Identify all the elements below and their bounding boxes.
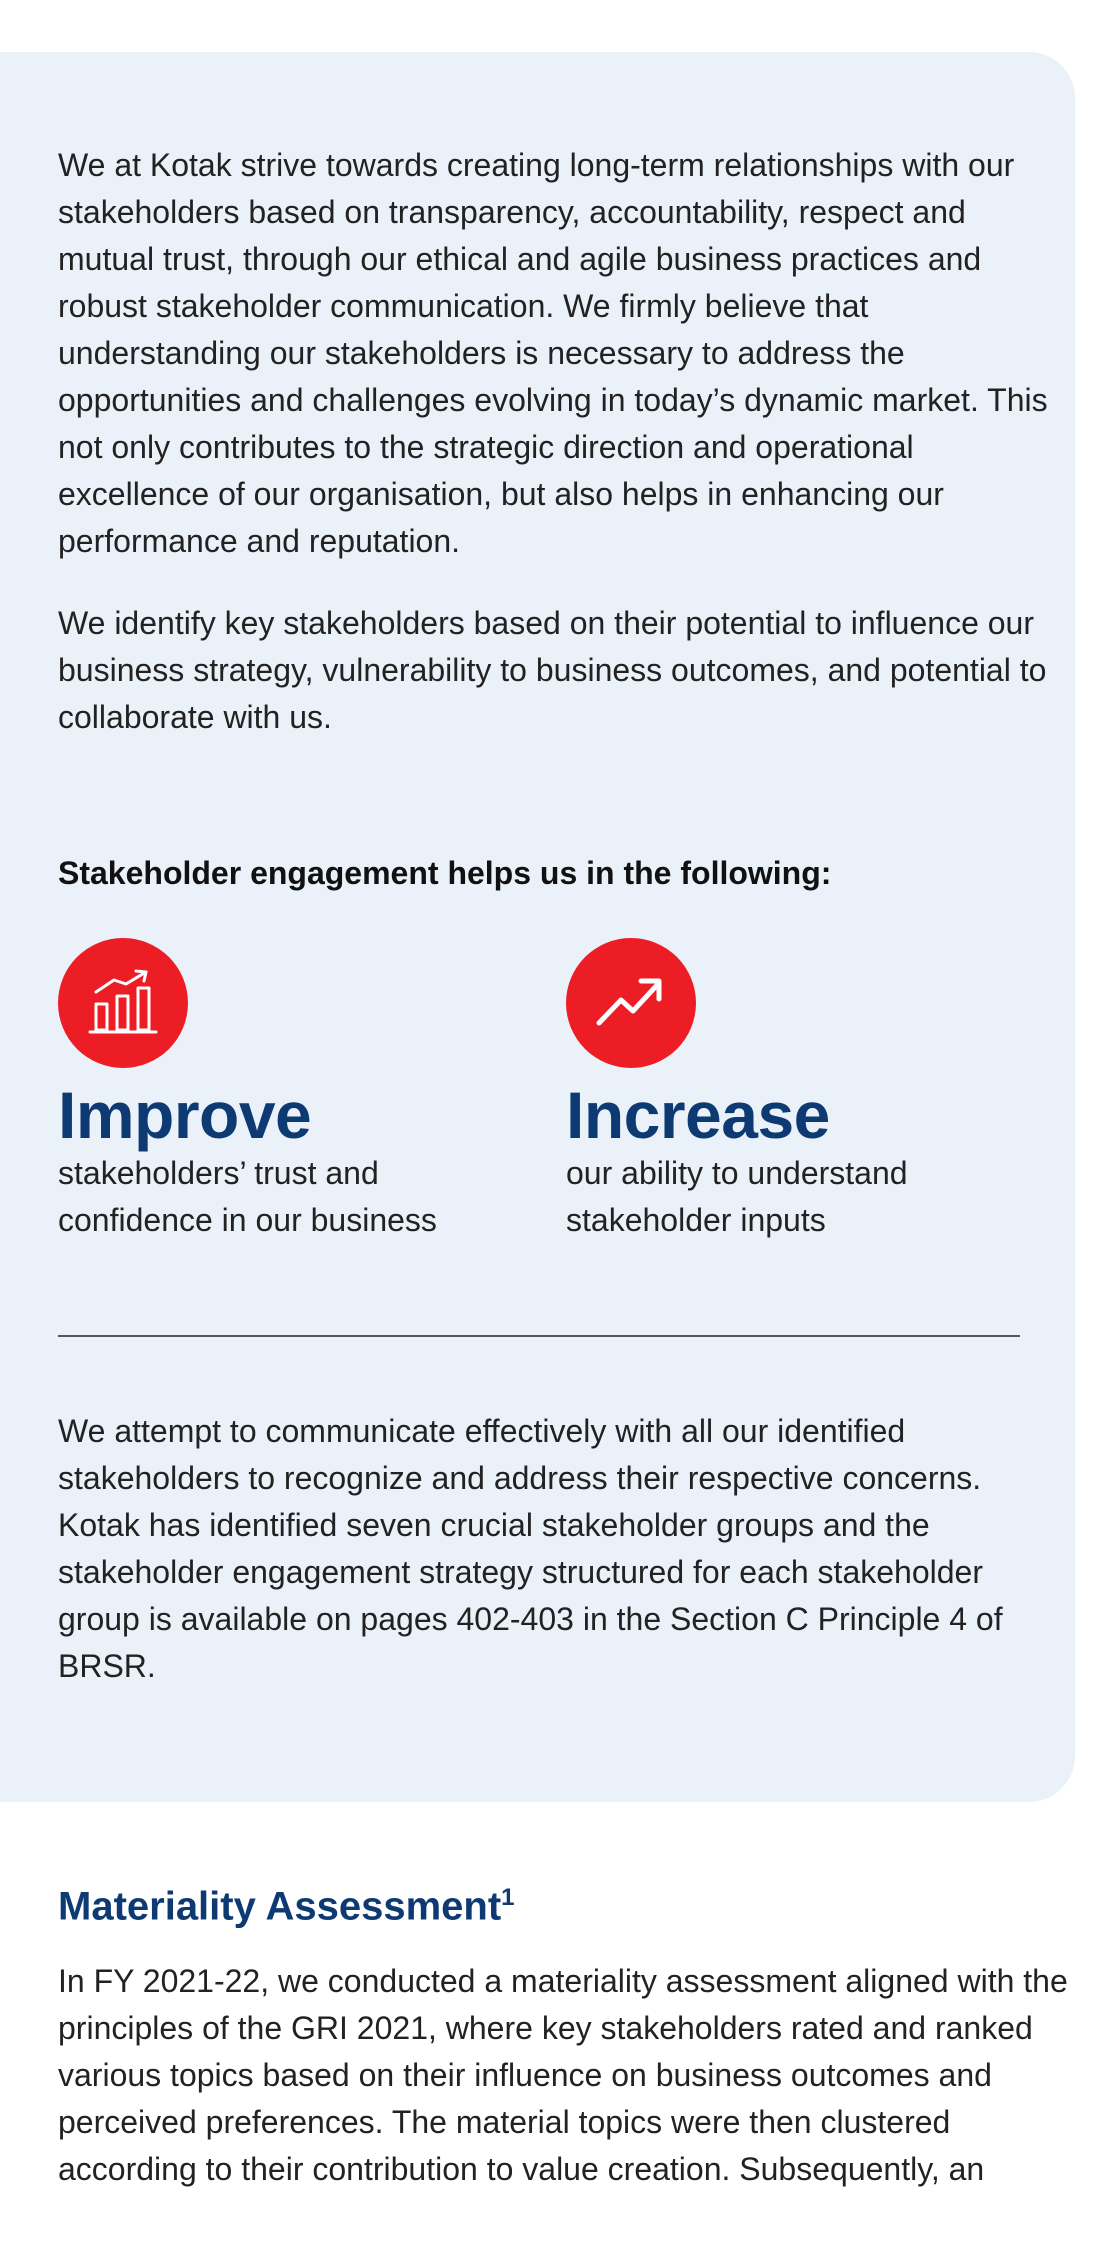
intro-paragraph-1: We at Kotak strive towards creating long… <box>58 147 1048 559</box>
materiality-title-text: Materiality Assessment <box>58 1884 502 1929</box>
materiality-paragraph: In FY 2021-22, we conducted a materialit… <box>58 1963 1068 2187</box>
improve-title: Improve <box>58 1078 312 1152</box>
improve-text: stakeholders’ trust and confidence in ou… <box>58 1155 437 1238</box>
bar-chart-growth-icon <box>58 938 188 1068</box>
increase-text: our ability to understand stakeholder in… <box>566 1155 908 1238</box>
footnote-marker: 1 <box>501 1884 515 1911</box>
materiality-title: Materiality Assessment1 <box>58 1884 515 1929</box>
increase-title: Increase <box>566 1078 830 1152</box>
stakeholder-panel <box>0 52 1075 1802</box>
trend-up-arrow-icon <box>566 938 696 1068</box>
engagement-heading: Stakeholder engagement helps us in the f… <box>58 855 832 891</box>
intro-paragraph-2: We identify key stakeholders based on th… <box>58 605 1047 735</box>
engagement-paragraph: We attempt to communicate effectively wi… <box>58 1413 1003 1684</box>
divider <box>58 1335 1020 1337</box>
